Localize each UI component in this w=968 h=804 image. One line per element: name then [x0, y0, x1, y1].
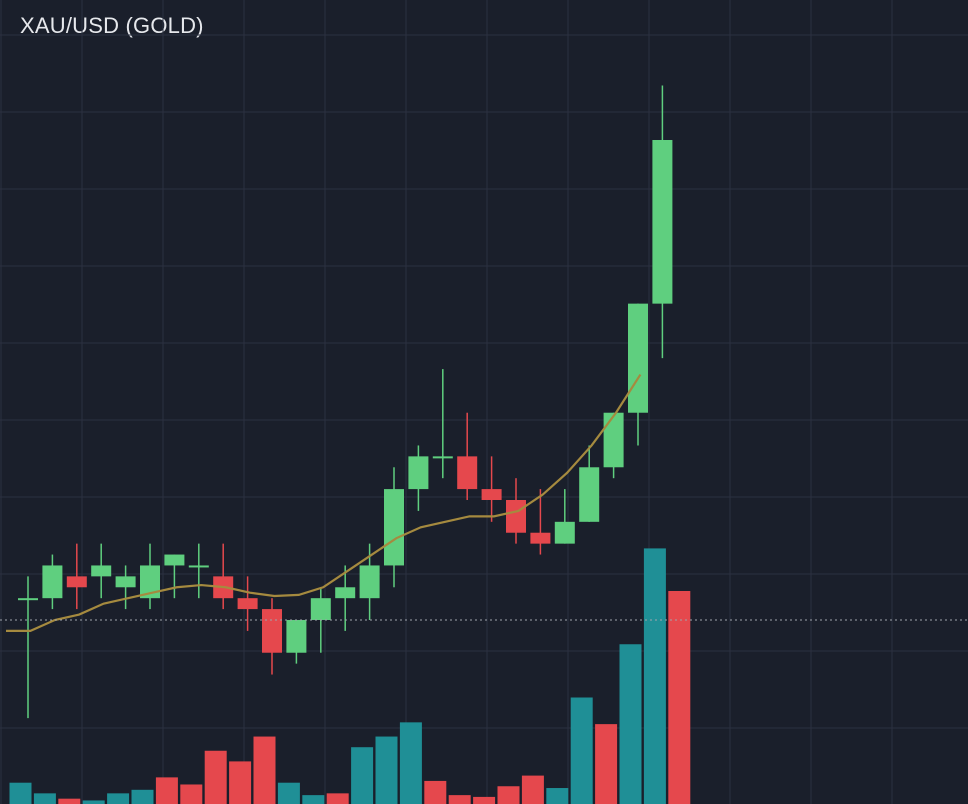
volume-bar [351, 747, 374, 804]
candle-body [66, 576, 87, 588]
volume-bar [277, 782, 300, 804]
candle-body [91, 565, 112, 577]
candle-body [603, 412, 624, 468]
candle-body [115, 576, 136, 588]
candle-body [530, 532, 551, 544]
candle-body [432, 456, 453, 459]
volume-bar [82, 800, 105, 804]
volume-bar [326, 793, 349, 804]
volume-bar [668, 591, 691, 804]
volume-bars [9, 548, 691, 804]
volume-bar [448, 795, 471, 804]
candle-body [237, 598, 258, 610]
candle-body [628, 303, 648, 413]
volume-bar [155, 777, 178, 804]
candle-body [408, 456, 429, 490]
volume-bar [33, 793, 56, 804]
candle-body [481, 489, 502, 500]
volume-bar [131, 789, 154, 804]
candle-body [652, 140, 673, 304]
volume-bar [180, 784, 203, 804]
volume-bar [546, 788, 569, 804]
volume-bar [58, 798, 81, 804]
candle-body [457, 456, 478, 490]
candles [18, 85, 673, 719]
candle-body [335, 587, 356, 599]
volume-bar [643, 548, 666, 804]
volume-bar [302, 795, 325, 804]
volume-bar [521, 775, 544, 804]
volume-bar [473, 796, 496, 804]
candle-body [18, 598, 38, 601]
volume-bar [107, 793, 130, 804]
moving-average-line [6, 373, 642, 633]
candle-body [359, 565, 380, 599]
candle-body [286, 620, 307, 653]
volume-bar [253, 736, 276, 804]
candle-body [506, 500, 526, 533]
candle-body [42, 565, 63, 599]
chart-title: XAU/USD (GOLD) [20, 13, 204, 38]
moving-average [6, 373, 642, 633]
volume-bar [619, 644, 642, 804]
candle-body [310, 598, 331, 620]
candle-body [164, 554, 185, 566]
candle-body [384, 489, 404, 566]
volume-bar [204, 750, 227, 804]
volume-bar [497, 786, 520, 804]
candle-body [579, 467, 600, 522]
candle-body [140, 565, 160, 599]
candle-body [262, 609, 282, 653]
volume-bar [399, 722, 422, 804]
candle-body [554, 521, 575, 544]
candle-body [188, 565, 209, 568]
volume-bar [424, 780, 447, 804]
volume-bar [229, 761, 252, 804]
volume-bar [9, 782, 32, 804]
volume-bar [570, 697, 593, 804]
volume-bar [595, 724, 618, 804]
volume-bar [375, 736, 398, 804]
